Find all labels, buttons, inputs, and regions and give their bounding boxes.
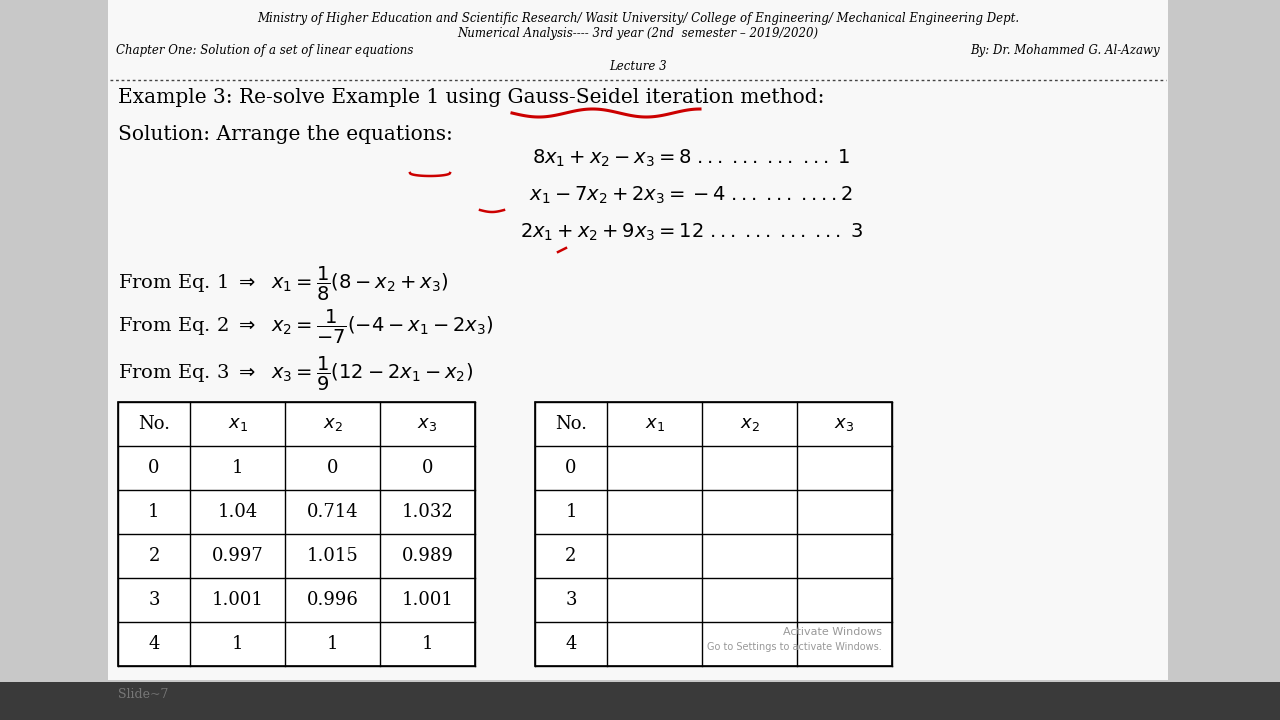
Text: $x_1$: $x_1$: [645, 415, 664, 433]
Text: Lecture 3: Lecture 3: [609, 60, 667, 73]
Text: 1: 1: [421, 635, 433, 653]
Text: From Eq. 2 $\Rightarrow$  $x_2 = \dfrac{1}{-7}(-4 - x_1 - 2x_3)$: From Eq. 2 $\Rightarrow$ $x_2 = \dfrac{1…: [118, 308, 493, 346]
Text: $x_3$: $x_3$: [835, 415, 855, 433]
Text: 0: 0: [566, 459, 577, 477]
Text: 1.015: 1.015: [307, 547, 358, 565]
Text: By: Dr. Mohammed G. Al-Azawy: By: Dr. Mohammed G. Al-Azawy: [970, 44, 1160, 57]
Bar: [118, 402, 475, 666]
Text: 3: 3: [566, 591, 577, 609]
Text: Solution: Arrange the equations:: Solution: Arrange the equations:: [118, 125, 453, 144]
Text: 0.997: 0.997: [211, 547, 264, 565]
Text: Example 3: Re-solve Example 1 using Gauss-Seidel iteration method:: Example 3: Re-solve Example 1 using Gaus…: [118, 88, 824, 107]
Text: 4: 4: [566, 635, 577, 653]
Text: $x_2$: $x_2$: [323, 415, 343, 433]
Text: 1.001: 1.001: [402, 591, 453, 609]
Text: 2: 2: [566, 547, 577, 565]
Text: 4: 4: [148, 635, 160, 653]
Text: No.: No.: [138, 415, 170, 433]
Text: 1: 1: [566, 503, 577, 521]
Bar: [108, 0, 1169, 680]
Text: 3: 3: [148, 591, 160, 609]
Text: 0: 0: [148, 459, 160, 477]
Text: 0: 0: [421, 459, 433, 477]
Text: 1: 1: [148, 503, 160, 521]
Text: $x_1$: $x_1$: [228, 415, 247, 433]
Text: 0: 0: [326, 459, 338, 477]
Text: $x_3$: $x_3$: [417, 415, 438, 433]
Text: $x_1 - 7x_2 + 2x_3 = -4\;...\;...\;....2$: $x_1 - 7x_2 + 2x_3 = -4\;...\;...\;....2…: [529, 185, 852, 207]
Text: 1: 1: [232, 459, 243, 477]
Text: $2x_1 + x_2 + 9x_3 = 12\;...\;...\;...\;...\;3$: $2x_1 + x_2 + 9x_3 = 12\;...\;...\;...\;…: [520, 222, 863, 243]
Text: 1.04: 1.04: [218, 503, 257, 521]
Text: 1.001: 1.001: [211, 591, 264, 609]
Text: 0.714: 0.714: [307, 503, 358, 521]
Text: 2: 2: [148, 547, 160, 565]
Text: 1: 1: [326, 635, 338, 653]
Text: $x_2$: $x_2$: [740, 415, 759, 433]
Text: 0.989: 0.989: [402, 547, 453, 565]
Text: From Eq. 1 $\Rightarrow$  $x_1 = \dfrac{1}{8}(8 - x_2 + x_3)$: From Eq. 1 $\Rightarrow$ $x_1 = \dfrac{1…: [118, 265, 448, 303]
Bar: [535, 402, 892, 666]
Text: Go to Settings to activate Windows.: Go to Settings to activate Windows.: [708, 642, 882, 652]
Text: 1: 1: [232, 635, 243, 653]
Text: No.: No.: [556, 415, 588, 433]
Text: $8x_1 + x_2 - x_3 = 8 \;...\;...\;...\;...\;1$: $8x_1 + x_2 - x_3 = 8 \;...\;...\;...\;.…: [532, 148, 850, 169]
Text: Numerical Analysis---- 3rd year (2nd  semester – 2019/2020): Numerical Analysis---- 3rd year (2nd sem…: [457, 27, 819, 40]
Text: From Eq. 3 $\Rightarrow$  $x_3 = \dfrac{1}{9}(12 - 2x_1 - x_2)$: From Eq. 3 $\Rightarrow$ $x_3 = \dfrac{1…: [118, 355, 474, 393]
Bar: [0, 682, 1280, 720]
Text: 1.032: 1.032: [402, 503, 453, 521]
Text: Chapter One: Solution of a set of linear equations: Chapter One: Solution of a set of linear…: [116, 44, 413, 57]
Text: 0.996: 0.996: [307, 591, 358, 609]
Text: Activate Windows: Activate Windows: [783, 627, 882, 637]
Text: Slide~7: Slide~7: [118, 688, 169, 701]
Text: Ministry of Higher Education and Scientific Research/ Wasit University/ College : Ministry of Higher Education and Scienti…: [257, 12, 1019, 25]
